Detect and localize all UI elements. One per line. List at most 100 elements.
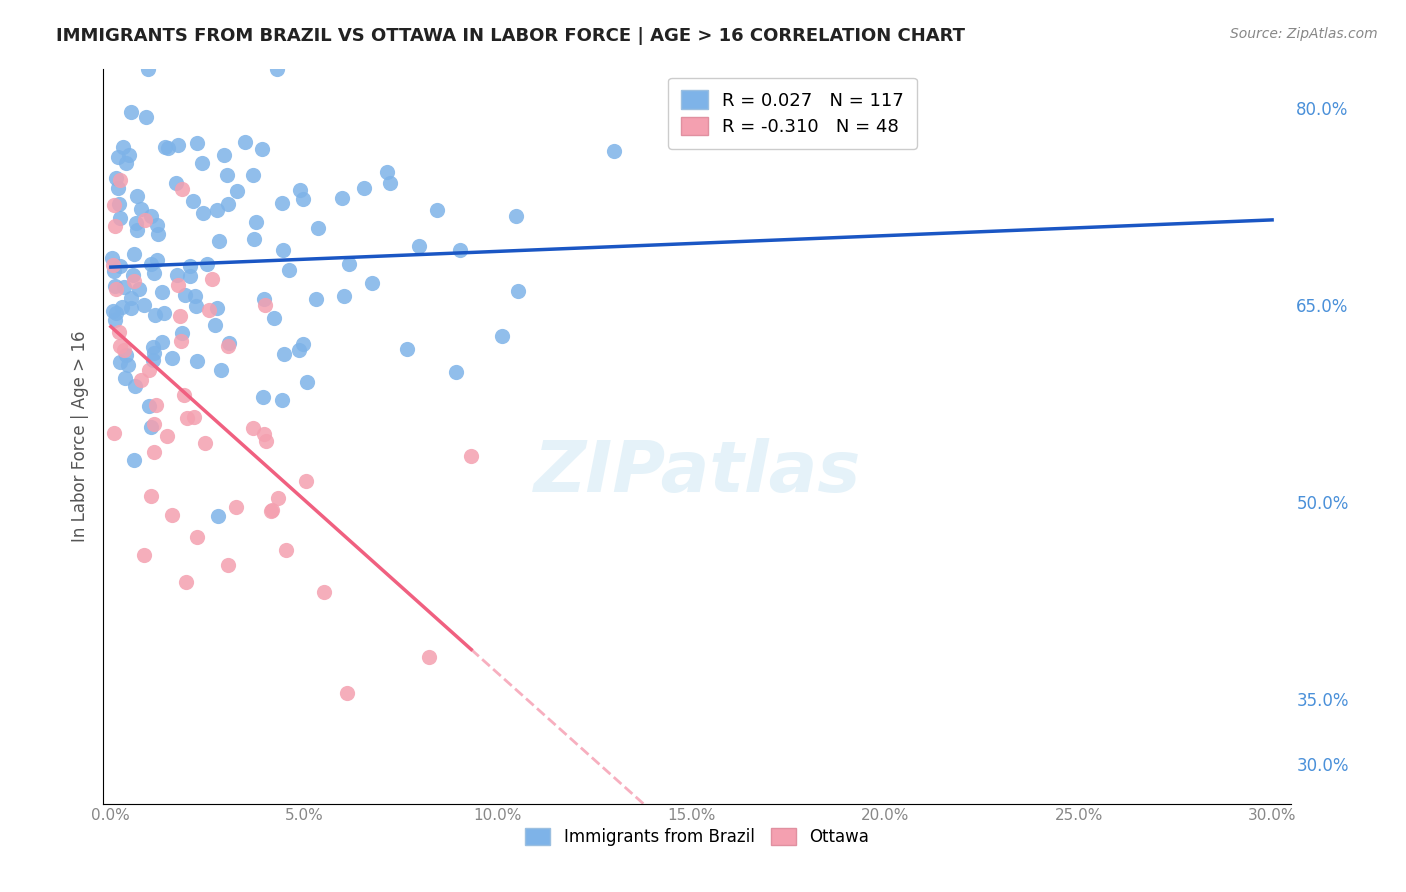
- Point: [145, 398, 167, 412]
- Point: [205, 203, 228, 218]
- Point: [128, 282, 150, 296]
- Point: [100, 252, 122, 266]
- Point: [120, 105, 142, 120]
- Y-axis label: In Labor Force | Age > 16: In Labor Force | Age > 16: [72, 330, 89, 541]
- Point: [361, 276, 384, 290]
- Point: [271, 392, 294, 407]
- Point: [153, 306, 176, 320]
- Point: [108, 211, 131, 225]
- Point: [115, 348, 138, 362]
- Point: [194, 435, 217, 450]
- Point: [271, 243, 294, 257]
- Point: [142, 340, 165, 354]
- Point: [183, 289, 205, 303]
- Point: [103, 219, 125, 233]
- Point: [278, 263, 301, 277]
- Point: [245, 214, 267, 228]
- Point: [107, 197, 129, 211]
- Point: [143, 308, 166, 322]
- Text: IMMIGRANTS FROM BRAZIL VS OTTAWA IN LABOR FORCE | AGE > 16 CORRELATION CHART: IMMIGRANTS FROM BRAZIL VS OTTAWA IN LABO…: [56, 27, 966, 45]
- Point: [603, 144, 626, 158]
- Point: [444, 365, 467, 379]
- Point: [105, 171, 128, 186]
- Point: [337, 257, 360, 271]
- Point: [143, 266, 166, 280]
- Point: [205, 301, 228, 315]
- Point: [330, 191, 353, 205]
- Point: [305, 293, 328, 307]
- Point: [353, 181, 375, 195]
- Point: [132, 548, 155, 562]
- Point: [107, 181, 129, 195]
- Point: [263, 310, 285, 325]
- Point: [260, 502, 283, 516]
- Legend: R = 0.027   N = 117, R = -0.310   N = 48: R = 0.027 N = 117, R = -0.310 N = 48: [668, 78, 917, 149]
- Point: [491, 329, 513, 343]
- Point: [143, 444, 166, 458]
- Point: [218, 335, 240, 350]
- Point: [143, 417, 166, 431]
- Point: [176, 411, 198, 425]
- Point: [124, 452, 146, 467]
- Point: [134, 298, 156, 312]
- Point: [103, 425, 125, 440]
- Point: [117, 147, 139, 161]
- Point: [136, 62, 159, 76]
- Point: [226, 184, 249, 198]
- Point: [233, 135, 256, 149]
- Point: [170, 326, 193, 341]
- Point: [209, 363, 232, 377]
- Point: [139, 209, 162, 223]
- Point: [120, 291, 142, 305]
- Point: [225, 500, 247, 514]
- Point: [155, 140, 177, 154]
- Point: [117, 359, 139, 373]
- Point: [253, 293, 276, 307]
- Point: [157, 141, 180, 155]
- Point: [111, 300, 134, 314]
- Point: [217, 196, 239, 211]
- Point: [139, 489, 162, 503]
- Point: [186, 354, 208, 368]
- Point: [186, 136, 208, 151]
- Point: [191, 205, 214, 219]
- Point: [142, 353, 165, 368]
- Point: [105, 306, 128, 320]
- Point: [124, 379, 146, 393]
- Point: [124, 274, 146, 288]
- Point: [125, 223, 148, 237]
- Point: [103, 198, 125, 212]
- Point: [190, 156, 212, 170]
- Point: [267, 491, 290, 505]
- Point: [131, 373, 153, 387]
- Point: [243, 232, 266, 246]
- Point: [146, 227, 169, 242]
- Point: [120, 301, 142, 315]
- Point: [295, 375, 318, 389]
- Point: [378, 176, 401, 190]
- Point: [156, 429, 179, 443]
- Point: [253, 298, 276, 312]
- Point: [204, 318, 226, 332]
- Point: [138, 362, 160, 376]
- Point: [174, 575, 197, 590]
- Point: [104, 312, 127, 326]
- Point: [139, 420, 162, 434]
- Point: [152, 335, 174, 350]
- Point: [184, 299, 207, 313]
- Text: Source: ZipAtlas.com: Source: ZipAtlas.com: [1230, 27, 1378, 41]
- Point: [333, 289, 356, 303]
- Point: [125, 189, 148, 203]
- Point: [108, 259, 131, 273]
- Point: [506, 285, 529, 299]
- Point: [183, 409, 205, 424]
- Point: [179, 259, 201, 273]
- Point: [408, 239, 430, 253]
- Point: [201, 271, 224, 285]
- Point: [426, 202, 449, 217]
- Point: [460, 449, 482, 463]
- Point: [291, 192, 314, 206]
- Point: [138, 399, 160, 413]
- Point: [160, 508, 183, 522]
- Point: [160, 351, 183, 366]
